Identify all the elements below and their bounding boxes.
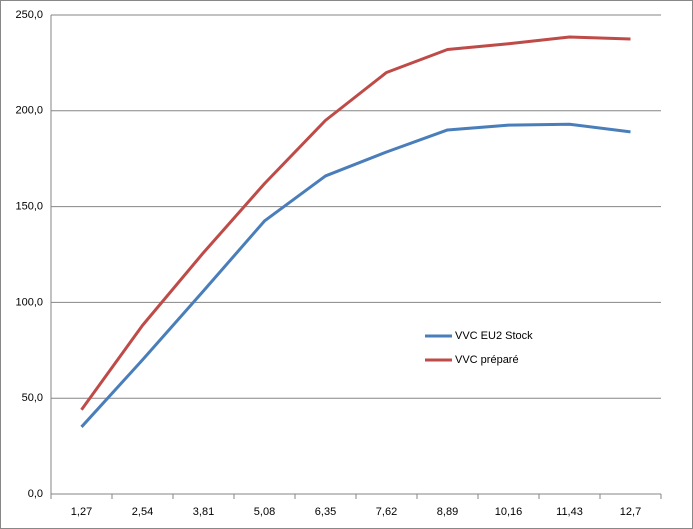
x-tick-label: 5,08 (254, 506, 275, 518)
x-tick-label: 11,43 (556, 506, 583, 518)
y-tick-label: 200,0 (15, 105, 43, 117)
x-tick-label: 2,54 (132, 506, 153, 518)
y-tick-label: 250,0 (15, 9, 43, 21)
x-tick-label: 10,16 (495, 506, 523, 518)
y-tick-label: 100,0 (15, 296, 43, 308)
legend-label: VVC EU2 Stock (455, 330, 533, 342)
x-tick-label: 6,35 (315, 506, 336, 518)
x-tick-label: 1,27 (71, 506, 92, 518)
y-tick-label: 150,0 (15, 201, 43, 213)
y-tick-label: 50,0 (22, 392, 43, 404)
series-line (80, 122, 631, 428)
x-tick-label: 8,89 (437, 506, 458, 518)
series-line (80, 35, 631, 411)
y-tick-label: 0,0 (28, 488, 43, 500)
x-tick-label: 7,62 (376, 506, 397, 518)
legend-label: VVC préparé (455, 354, 519, 366)
x-tick-label: 3,81 (193, 506, 214, 518)
x-tick-label: 12,7 (620, 506, 641, 518)
